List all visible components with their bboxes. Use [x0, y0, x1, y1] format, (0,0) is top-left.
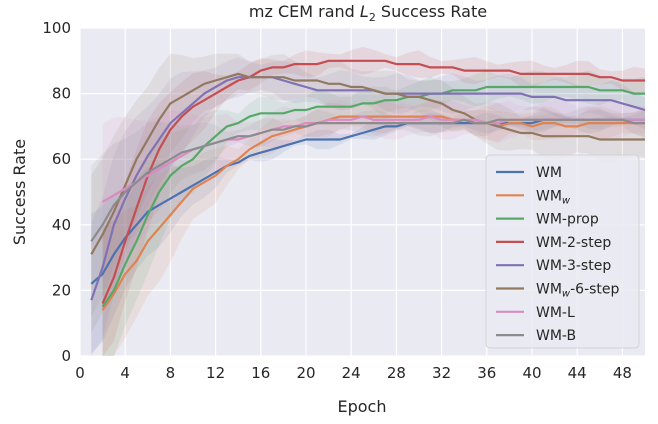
legend-label: WMw-6-step — [536, 282, 620, 300]
legend-label: WM-3-step — [536, 258, 611, 274]
x-tick-label: 8 — [166, 364, 176, 382]
x-tick-label: 20 — [296, 364, 315, 382]
legend-label: WM — [536, 165, 562, 181]
legend-label: WM-L — [536, 305, 575, 321]
legend-label: WM-B — [536, 328, 576, 344]
y-tick-label: 0 — [61, 347, 71, 365]
confidence-band — [102, 70, 646, 356]
x-tick-label: 16 — [251, 364, 270, 382]
x-tick-label: 28 — [387, 364, 406, 382]
y-tick-label: 80 — [52, 85, 71, 103]
x-tick-label: 40 — [522, 364, 541, 382]
y-tick-label: 20 — [52, 281, 71, 299]
x-tick-label: 0 — [75, 364, 85, 382]
series-line — [101, 59, 645, 304]
confidence-band — [91, 109, 646, 354]
x-tick-label: 48 — [613, 364, 632, 382]
series-line — [90, 118, 645, 242]
x-tick-label: 24 — [342, 364, 361, 382]
series-lines — [90, 59, 646, 311]
y-tick-label: 40 — [52, 216, 71, 234]
series-line — [90, 72, 645, 255]
y-tick-label: 60 — [52, 150, 71, 168]
x-axis-label: Epoch — [338, 397, 387, 416]
legend: WM WMw WM-prop WM-2-step WM-3-step WMw-6-step… — [485, 154, 640, 349]
legend-box — [485, 154, 640, 349]
confidence-band — [102, 100, 646, 356]
x-tick-label: 36 — [477, 364, 496, 382]
legend-label: WM-2-step — [536, 235, 611, 251]
legend-label: WMw — [536, 188, 571, 206]
series-line — [90, 76, 646, 301]
confidence-band — [102, 47, 646, 356]
x-tick-label: 4 — [120, 364, 130, 382]
x-tick-label: 32 — [432, 364, 451, 382]
chart-title: mz CEM rand L2 Success Rate — [249, 2, 487, 24]
y-tick-label: 100 — [42, 19, 71, 37]
legend-label: WM-prop — [536, 212, 599, 228]
x-tick-label: 12 — [206, 364, 225, 382]
y-axis-label: Success Rate — [10, 139, 29, 245]
confidence-band — [91, 106, 646, 317]
confidence-band — [102, 99, 646, 281]
x-tick-label: 44 — [568, 364, 587, 382]
series-line — [101, 115, 645, 311]
series-line — [101, 85, 645, 308]
